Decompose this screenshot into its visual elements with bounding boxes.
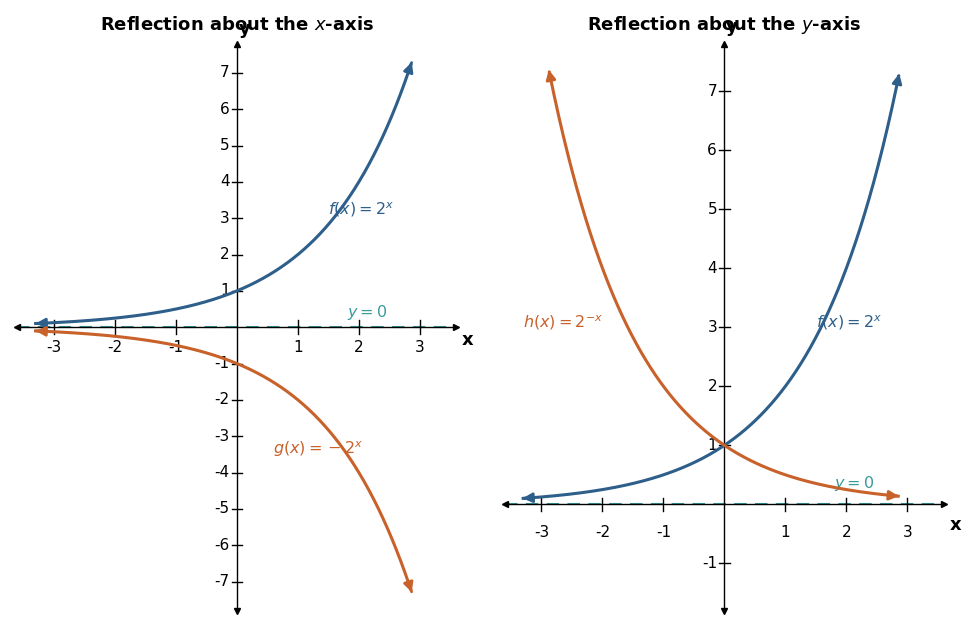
Text: 7: 7 [708,84,717,99]
Text: -3: -3 [214,429,229,444]
Text: $y = 0$: $y = 0$ [835,474,875,493]
Text: 5: 5 [708,202,717,217]
Text: $f(x) = 2^x$: $f(x) = 2^x$ [329,200,395,219]
Text: -6: -6 [214,538,229,553]
Text: 2: 2 [354,340,364,355]
Text: 2: 2 [841,525,851,540]
Text: -2: -2 [107,340,123,355]
Text: $\mathbf{x}$: $\mathbf{x}$ [461,331,475,349]
Text: $\mathbf{x}$: $\mathbf{x}$ [949,516,962,534]
Text: 1: 1 [708,438,717,453]
Text: -1: -1 [702,556,717,571]
Text: 7: 7 [220,65,229,80]
Text: $g(x) = -2^x$: $g(x) = -2^x$ [274,440,364,460]
Text: 6: 6 [707,143,717,158]
Text: 3: 3 [219,211,229,225]
Text: $\mathbf{y}$: $\mathbf{y}$ [725,20,738,38]
Text: 3: 3 [903,525,913,540]
Text: 3: 3 [415,340,425,355]
Text: -7: -7 [214,574,229,589]
Text: 1: 1 [220,283,229,298]
Text: -2: -2 [214,392,229,408]
Text: 2: 2 [708,379,717,394]
Text: $f(x) = 2^x$: $f(x) = 2^x$ [816,313,882,332]
Text: 4: 4 [220,175,229,190]
Text: 3: 3 [707,320,717,335]
Text: -1: -1 [214,356,229,371]
Text: -3: -3 [534,525,549,540]
Text: 5: 5 [220,138,229,153]
Text: -3: -3 [47,340,61,355]
Text: -2: -2 [595,525,610,540]
Text: -1: -1 [656,525,671,540]
Text: -4: -4 [214,465,229,480]
Text: -5: -5 [214,501,229,516]
Text: $y = 0$: $y = 0$ [347,303,387,322]
Text: 6: 6 [219,102,229,117]
Text: $h(x) = 2^{-x}$: $h(x) = 2^{-x}$ [524,313,604,332]
Title: Reflection about the $y$-axis: Reflection about the $y$-axis [587,14,861,36]
Text: 1: 1 [781,525,790,540]
Title: Reflection about the $x$-axis: Reflection about the $x$-axis [99,16,373,34]
Text: 2: 2 [220,247,229,262]
Text: 4: 4 [708,261,717,276]
Text: 1: 1 [293,340,302,355]
Text: $\mathbf{y}$: $\mathbf{y}$ [238,22,251,40]
Text: -1: -1 [169,340,183,355]
